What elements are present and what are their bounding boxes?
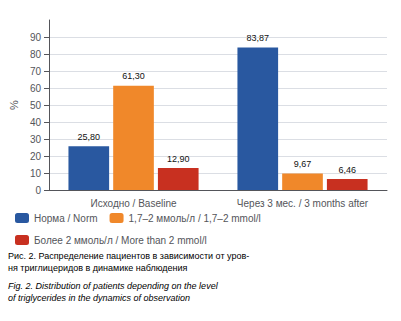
- svg-text:ня триглицеридов в динамике на: ня триглицеридов в динамике наблюдения: [8, 263, 188, 273]
- svg-text:1,7–2 ммоль/л / 1,7–2 mmol/l: 1,7–2 ммоль/л / 1,7–2 mmol/l: [129, 213, 261, 224]
- svg-text:6,46: 6,46: [338, 165, 356, 175]
- svg-text:40: 40: [30, 117, 42, 128]
- svg-text:9,67: 9,67: [294, 159, 312, 169]
- svg-text:80: 80: [30, 49, 42, 60]
- svg-text:60: 60: [30, 83, 42, 94]
- svg-text:Рис. 2. Распределение пациенто: Рис. 2. Распределение пациентов в зависи…: [8, 251, 249, 261]
- svg-text:20: 20: [30, 151, 42, 162]
- svg-text:Исходно / Baseline: Исходно / Baseline: [91, 198, 177, 209]
- svg-text:Через 3 мес. / 3 months after: Через 3 мес. / 3 months after: [237, 198, 369, 209]
- svg-text:10: 10: [30, 168, 42, 179]
- svg-text:61,30: 61,30: [122, 71, 145, 81]
- svg-text:50: 50: [30, 100, 42, 111]
- svg-text:Fig. 2. Distribution of patien: Fig. 2. Distribution of patients dependi…: [8, 281, 219, 291]
- svg-text:90: 90: [30, 32, 42, 43]
- svg-text:12,90: 12,90: [167, 154, 190, 164]
- svg-text:25,80: 25,80: [78, 132, 101, 142]
- svg-text:70: 70: [30, 66, 42, 77]
- svg-text:of triglycerides in the dynami: of triglycerides in the dynamics of obse…: [8, 293, 190, 303]
- svg-text:0: 0: [35, 185, 41, 196]
- svg-text:%: %: [8, 100, 20, 110]
- svg-text:83,87: 83,87: [247, 33, 270, 43]
- svg-text:Более 2 ммоль/л / More than 2: Более 2 ммоль/л / More than 2 mmol/l: [34, 235, 207, 246]
- svg-text:Норма / Norm: Норма / Norm: [34, 213, 98, 224]
- svg-text:30: 30: [30, 134, 42, 145]
